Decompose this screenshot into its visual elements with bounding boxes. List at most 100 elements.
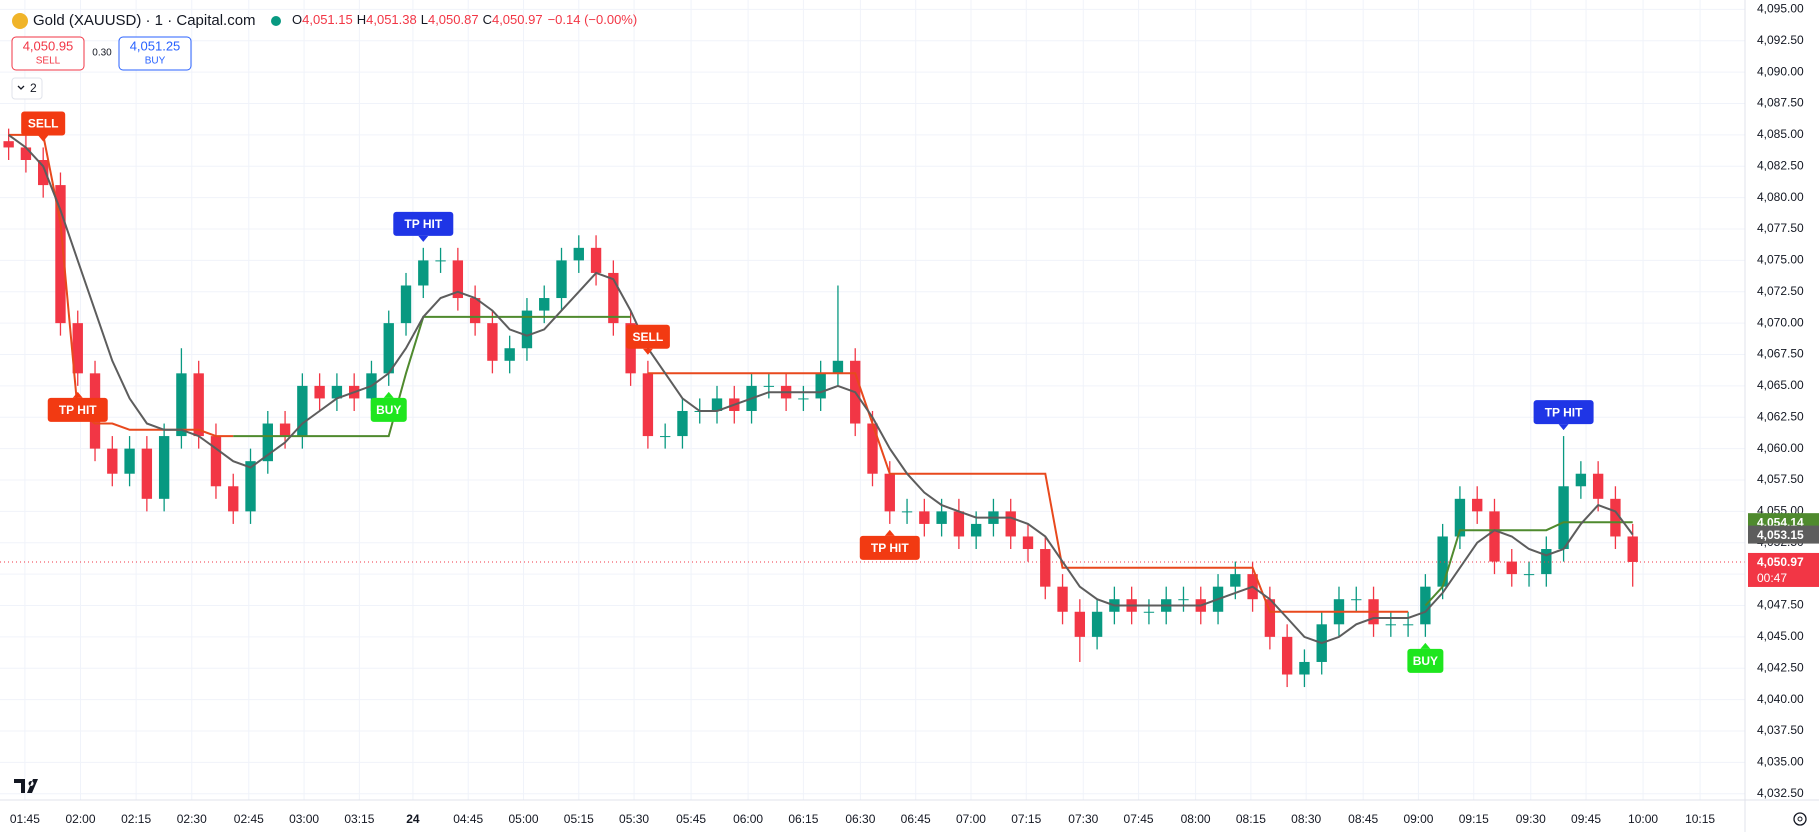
x-tick-label: 01:45 bbox=[10, 812, 40, 826]
candle-body bbox=[245, 461, 256, 512]
ohlc-value: 4,051.15 bbox=[302, 12, 353, 27]
settings-icon[interactable] bbox=[1793, 812, 1807, 826]
candle-body bbox=[1489, 511, 1500, 562]
candle-body bbox=[1281, 636, 1293, 675]
ohlc-value: 4,050.87 bbox=[428, 12, 479, 27]
signal-box bbox=[393, 211, 454, 236]
candle-body bbox=[1264, 599, 1276, 637]
candle-body bbox=[383, 323, 394, 374]
ohlc-key: H bbox=[357, 12, 366, 27]
x-tick-label: 07:00 bbox=[956, 812, 986, 826]
x-tick-label: 10:15 bbox=[1685, 812, 1715, 826]
y-tick-label: 4,095.00 bbox=[1757, 2, 1804, 16]
logo[interactable] bbox=[14, 779, 38, 793]
candle-body bbox=[1299, 661, 1310, 675]
candle-body bbox=[3, 141, 14, 148]
candle-body bbox=[1523, 574, 1535, 576]
symbol-title[interactable]: Gold (XAUUSD) · 1 · Capital.com bbox=[33, 12, 256, 29]
y-tick-label: 4,077.50 bbox=[1757, 221, 1804, 235]
signal-box bbox=[1407, 648, 1444, 673]
countdown: 00:47 bbox=[1757, 571, 1787, 585]
candle-body bbox=[452, 260, 464, 299]
candle-body bbox=[55, 185, 66, 324]
indicators-toggle[interactable] bbox=[11, 77, 43, 100]
last-price-box bbox=[1748, 552, 1819, 587]
candle-body bbox=[1610, 498, 1621, 537]
x-tick-label: 02:30 bbox=[177, 812, 207, 826]
candle-body bbox=[20, 147, 32, 160]
y-tick-label: 4,075.00 bbox=[1757, 253, 1804, 267]
candle-body bbox=[262, 423, 273, 462]
candle-body bbox=[72, 323, 83, 374]
candle-body bbox=[176, 373, 187, 437]
signal-box bbox=[1533, 400, 1594, 425]
change: −0.14 (−0.00%) bbox=[548, 12, 638, 27]
x-tick-label: 07:45 bbox=[1124, 812, 1154, 826]
candle-body bbox=[469, 298, 481, 324]
x-tick-label: 05:15 bbox=[564, 812, 594, 826]
buy-button[interactable] bbox=[118, 36, 192, 71]
candle-body bbox=[936, 511, 947, 524]
candle-body bbox=[901, 511, 913, 513]
price-label: 4,053.15 bbox=[1757, 528, 1804, 542]
ohlc: O4,051.15 H4,051.38 L4,050.87 C4,050.97 −0.1… bbox=[292, 12, 637, 27]
x-tick-label: 10:00 bbox=[1628, 812, 1658, 826]
price-label-box bbox=[1748, 525, 1819, 544]
signal-label: TP HIT bbox=[1545, 405, 1583, 419]
candle-body bbox=[1592, 473, 1604, 499]
candle-body bbox=[1402, 624, 1414, 626]
x-tick-label: 09:00 bbox=[1403, 812, 1433, 826]
candle-body bbox=[1558, 486, 1569, 550]
y-tick-label: 4,090.00 bbox=[1757, 64, 1804, 78]
y-tick-label: 4,057.50 bbox=[1757, 472, 1804, 486]
y-tick-label: 4,037.50 bbox=[1757, 723, 1804, 737]
signal-pointer bbox=[884, 529, 895, 536]
x-tick-label: 04:45 bbox=[453, 812, 483, 826]
sell-label: SELL bbox=[36, 56, 61, 67]
y-tick-label: 4,065.00 bbox=[1757, 378, 1804, 392]
x-tick-label: 06:00 bbox=[733, 812, 763, 826]
candle-body bbox=[1627, 536, 1638, 562]
x-tick-label: 07:15 bbox=[1011, 812, 1041, 826]
x-tick-label: 03:00 bbox=[289, 812, 319, 826]
ohlc-value: 4,050.97 bbox=[492, 12, 543, 27]
chevron bbox=[17, 85, 25, 90]
candle-body bbox=[1040, 549, 1051, 587]
candle-body bbox=[608, 272, 619, 324]
candle-body bbox=[659, 436, 671, 438]
indicator-line bbox=[8, 134, 1634, 645]
signal-pointer bbox=[642, 348, 653, 355]
candle-body bbox=[418, 260, 429, 286]
x-tick-label: 09:45 bbox=[1571, 812, 1601, 826]
candle-body bbox=[867, 423, 878, 474]
buy-price: 4,051.25 bbox=[130, 38, 181, 53]
candle-body bbox=[487, 323, 498, 361]
candle-body bbox=[1230, 574, 1241, 587]
signal-box bbox=[859, 535, 920, 560]
x-tick-label: 03:15 bbox=[344, 812, 374, 826]
signal-box bbox=[370, 397, 407, 422]
candle-body bbox=[711, 398, 723, 411]
x-tick-label: 05:30 bbox=[619, 812, 649, 826]
x-tick-label: 09:15 bbox=[1459, 812, 1489, 826]
candle-body bbox=[193, 373, 204, 437]
signal-pointer bbox=[72, 391, 83, 398]
x-tick-label: 24 bbox=[406, 812, 420, 826]
signal-pointer bbox=[1420, 642, 1431, 649]
settings-icon-inner bbox=[1797, 816, 1803, 822]
candle-body bbox=[556, 260, 567, 299]
y-tick-label: 4,045.00 bbox=[1757, 629, 1804, 643]
candle-body bbox=[1385, 624, 1396, 626]
candle-body bbox=[297, 385, 308, 437]
signal-pointer bbox=[1558, 424, 1569, 431]
signal-pointer bbox=[383, 391, 394, 398]
ohlc-value: 4,051.38 bbox=[366, 12, 417, 27]
x-tick-label: 05:00 bbox=[508, 812, 538, 826]
candle-body bbox=[1575, 473, 1587, 487]
sell-button[interactable] bbox=[11, 36, 85, 71]
candle-body bbox=[1351, 599, 1362, 601]
candle-body bbox=[141, 448, 153, 499]
y-tick-label: 4,035.00 bbox=[1757, 755, 1804, 769]
candle-body bbox=[1143, 611, 1155, 613]
